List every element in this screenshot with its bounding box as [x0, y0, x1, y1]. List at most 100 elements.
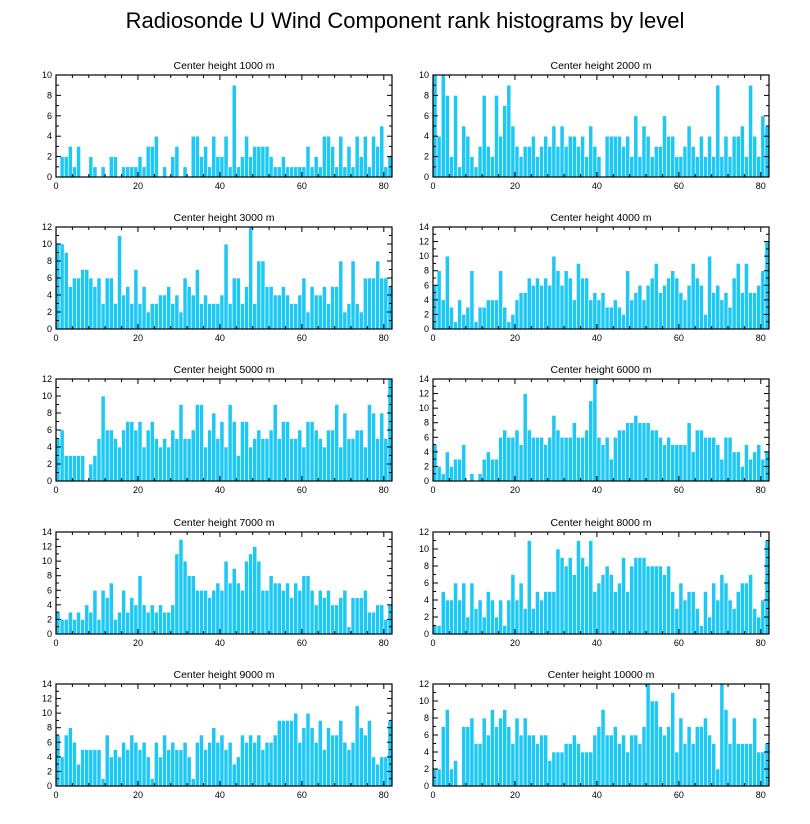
histogram-bar	[510, 314, 516, 330]
histogram-bar	[514, 599, 520, 635]
histogram-bar	[715, 768, 721, 787]
histogram-bar	[59, 243, 65, 330]
histogram-bar	[621, 314, 626, 330]
histogram-bar	[469, 717, 475, 787]
histogram-bar	[211, 135, 217, 178]
histogram-bar	[231, 277, 237, 330]
histogram-bar	[301, 727, 307, 787]
histogram-bar	[576, 540, 581, 635]
histogram-bar	[227, 741, 233, 787]
histogram-bar	[244, 741, 249, 787]
histogram-bar	[108, 277, 114, 330]
histogram-bar	[555, 429, 561, 482]
histogram-bar	[539, 146, 544, 178]
histogram-bar	[453, 582, 458, 635]
histogram-bar	[604, 565, 610, 635]
histogram-bar	[686, 284, 692, 330]
histogram-bar	[498, 270, 503, 330]
x-tick-label: 80	[379, 790, 389, 800]
histogram-bar	[518, 734, 524, 787]
histogram-bar	[449, 599, 454, 635]
histogram-bar	[510, 436, 516, 482]
histogram-bar	[199, 156, 204, 178]
histogram-bar	[625, 591, 630, 635]
histogram-bar	[715, 284, 721, 330]
histogram-bar	[461, 726, 467, 787]
histogram-bar	[264, 438, 270, 482]
histogram-bar	[559, 751, 565, 787]
histogram-bar	[502, 105, 508, 178]
histogram-bar	[653, 263, 659, 330]
y-tick-label: 12	[419, 237, 429, 247]
histogram-bar	[526, 277, 532, 330]
histogram-bar	[653, 429, 659, 482]
histogram-bar	[207, 597, 213, 635]
histogram-bar	[96, 277, 102, 330]
histogram-bar	[748, 743, 753, 787]
histogram-bar	[133, 166, 139, 178]
histogram-bar	[535, 277, 540, 330]
histogram-bar	[76, 455, 81, 482]
histogram-bar	[125, 166, 131, 178]
histogram-bar	[76, 277, 81, 330]
histogram-bar	[572, 734, 577, 787]
histogram-bar	[465, 616, 471, 635]
histogram-bar	[268, 741, 274, 787]
histogram-bar	[334, 604, 340, 635]
y-tick-label: 0	[424, 781, 429, 791]
histogram-bar	[514, 146, 520, 178]
histogram-bar	[121, 741, 126, 787]
panel-title: Center height 3000 m	[174, 212, 275, 224]
histogram-bar	[211, 589, 217, 635]
histogram-bar	[260, 438, 266, 482]
x-tick-label: 40	[592, 638, 602, 648]
histogram-bar	[740, 466, 745, 482]
histogram-bar	[141, 286, 147, 330]
y-tick-label: 2	[47, 614, 52, 624]
histogram-bar	[670, 692, 676, 787]
histogram-bar	[440, 299, 446, 330]
histogram-bar	[342, 741, 348, 787]
histogram-bar	[641, 125, 647, 178]
histogram-bar	[621, 734, 626, 787]
histogram-bar	[117, 235, 122, 330]
histogram-bar	[195, 741, 200, 787]
histogram-bar	[100, 395, 106, 482]
histogram-bar	[608, 574, 614, 635]
histogram-bar	[170, 741, 176, 787]
y-tick-label: 10	[42, 708, 52, 718]
histogram-bar	[211, 727, 217, 787]
y-tick-label: 0	[47, 781, 52, 791]
histogram-bar	[707, 734, 712, 787]
histogram-bar	[629, 299, 635, 330]
histogram-bar	[641, 557, 647, 635]
histogram-bar	[600, 574, 606, 635]
histogram-bar	[526, 734, 532, 787]
histogram-bar	[223, 560, 229, 635]
histogram-bar	[494, 95, 499, 178]
histogram-bar	[612, 135, 618, 178]
histogram-bar	[154, 611, 159, 635]
y-tick-label: 0	[424, 172, 429, 182]
histogram-bar	[580, 436, 585, 482]
histogram-bar	[432, 444, 438, 482]
y-tick-label: 2	[47, 766, 52, 776]
histogram-bar	[129, 734, 135, 787]
histogram-bar	[752, 292, 758, 330]
main-title: Radiosonde U Wind Component rank histogr…	[125, 8, 685, 33]
histogram-bar	[346, 749, 352, 787]
histogram-bar	[535, 743, 540, 787]
histogram-bar	[309, 166, 315, 178]
histogram-bar	[494, 726, 499, 787]
histogram-bar	[518, 444, 524, 482]
histogram-bar	[88, 611, 94, 635]
x-tick-label: 40	[592, 333, 602, 343]
histogram-bar	[354, 135, 360, 178]
histogram-bar	[297, 741, 303, 787]
histogram-bar	[108, 756, 114, 787]
histogram-bar	[137, 575, 143, 635]
histogram-bar	[371, 412, 376, 482]
histogram-bar	[244, 560, 249, 635]
histogram-bar	[248, 226, 253, 330]
histogram-bar	[63, 252, 69, 330]
